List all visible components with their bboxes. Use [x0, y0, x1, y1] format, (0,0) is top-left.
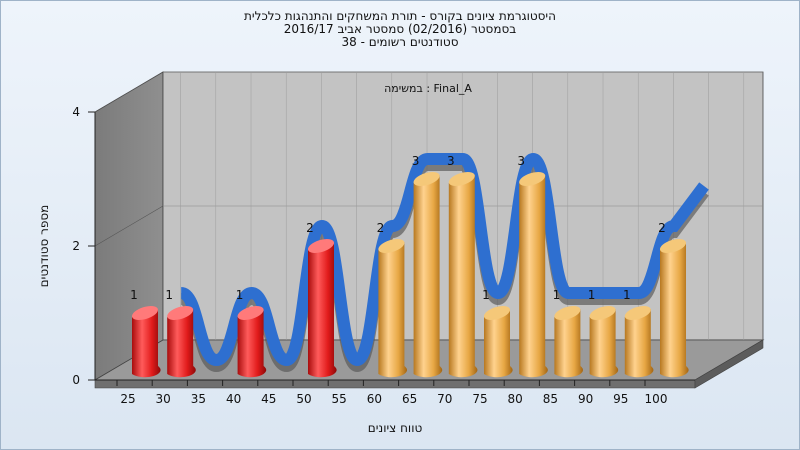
- x-axis-label: טווח ציונים: [368, 421, 423, 435]
- bar-body: [519, 175, 548, 378]
- bar-body: [554, 309, 584, 378]
- chart-title: היסטוגרמת ציונים בקורס - תורת המשחקים וה…: [0, 10, 800, 49]
- bar: 2: [306, 221, 337, 378]
- y-axis: 0 2 4: [72, 105, 96, 387]
- bar: 3: [517, 154, 548, 378]
- bar-body: [484, 309, 513, 378]
- grid-line-left: [94, 71, 164, 113]
- floor-right-edge: [694, 339, 764, 389]
- title-line-1: היסטוגרמת ציונים בקורס - תורת המשחקים וה…: [244, 9, 556, 23]
- bar: 1: [236, 288, 267, 378]
- x-tick-label: 75: [472, 392, 487, 406]
- bar-body: [308, 242, 337, 378]
- x-tick-label: 55: [332, 392, 347, 406]
- bar-value-label: 1: [165, 288, 173, 302]
- y-tick-label: 4: [72, 105, 80, 119]
- x-axis: 25 30 35 40 45 50 55 60 65 70 75 80 85 90 95 100: [95, 379, 695, 406]
- bar-cap: [167, 306, 194, 320]
- bar-cap: [554, 306, 581, 320]
- x-tick-label: 45: [261, 392, 276, 406]
- x-tick-label: 70: [437, 392, 452, 406]
- x-tick-label: 95: [613, 392, 628, 406]
- bar-cap: [659, 239, 687, 253]
- bar-body: [378, 242, 408, 378]
- bar: 1: [165, 288, 196, 378]
- bar-cap: [483, 306, 511, 320]
- floor-front-edge: [94, 379, 696, 389]
- chart-subtitle: במשימה : Final_A: [384, 82, 472, 95]
- bar-cap: [413, 172, 440, 186]
- bar-body: [132, 309, 161, 378]
- y-tick-label: 0: [72, 373, 80, 387]
- x-tick-label: 90: [578, 392, 593, 406]
- x-tick-label: 100: [645, 392, 668, 406]
- bar-value-label: 2: [658, 221, 666, 235]
- bar-cap: [237, 306, 264, 320]
- bar-value-label: 2: [306, 221, 314, 235]
- x-tick-label: 60: [367, 392, 382, 406]
- grid-line-left: [94, 205, 164, 247]
- y-tick-label: 2: [72, 239, 80, 253]
- bar: 1: [623, 288, 654, 378]
- bar-body: [237, 309, 267, 378]
- x-tick-label: 50: [296, 392, 311, 406]
- bar-body: [660, 242, 689, 378]
- bar-value-label: 1: [623, 288, 631, 302]
- bar: 2: [377, 221, 408, 378]
- bar-value-label: 2: [377, 221, 385, 235]
- bars-group: 1 1 1 2 2 3 3 1 3 1 1 1 2: [130, 154, 689, 378]
- bar: 3: [447, 154, 478, 378]
- bar-cap: [624, 306, 651, 320]
- bar-body: [624, 309, 654, 378]
- bar-cap: [307, 239, 335, 253]
- bar-body: [167, 309, 196, 378]
- bar: 2: [658, 221, 689, 378]
- bar: 1: [588, 288, 619, 378]
- x-tick-label: 35: [191, 392, 206, 406]
- x-tick-label: 80: [508, 392, 523, 406]
- bar-value-label: 1: [236, 288, 244, 302]
- bar-value-label: 3: [412, 154, 420, 168]
- bar-cap: [131, 306, 159, 320]
- bar-body: [448, 175, 478, 378]
- trend-ribbon: [179, 152, 709, 373]
- x-tick-label: 40: [226, 392, 241, 406]
- bar-cap: [589, 306, 616, 320]
- bar: 1: [482, 288, 513, 378]
- title-line-3: סטודנטים רשומים - 38: [341, 35, 459, 49]
- bar-value-label: 3: [517, 154, 525, 168]
- y-axis-label: מספר סטודנטים: [37, 205, 51, 288]
- bar: 1: [130, 288, 161, 378]
- bar-value-label: 1: [130, 288, 138, 302]
- title-line-2: בסמסטר (02/2016) סמסטר אביב 2016/17: [283, 22, 517, 36]
- bar-cap: [519, 172, 546, 186]
- bar-value-label: 1: [553, 288, 561, 302]
- bar-cap: [448, 172, 475, 186]
- bar: 3: [412, 154, 443, 378]
- x-tick-label: 65: [402, 392, 417, 406]
- x-tick-label: 85: [543, 392, 558, 406]
- bar-cap: [378, 239, 405, 253]
- x-tick-label: 25: [120, 392, 135, 406]
- bar-body: [589, 309, 619, 378]
- bar-value-label: 3: [447, 154, 455, 168]
- bar-value-label: 1: [588, 288, 596, 302]
- bar-value-label: 1: [482, 288, 490, 302]
- trend-ribbon-line: [179, 152, 709, 367]
- bar-body: [413, 175, 443, 378]
- bar: 1: [553, 288, 584, 378]
- x-tick-label: 30: [156, 392, 171, 406]
